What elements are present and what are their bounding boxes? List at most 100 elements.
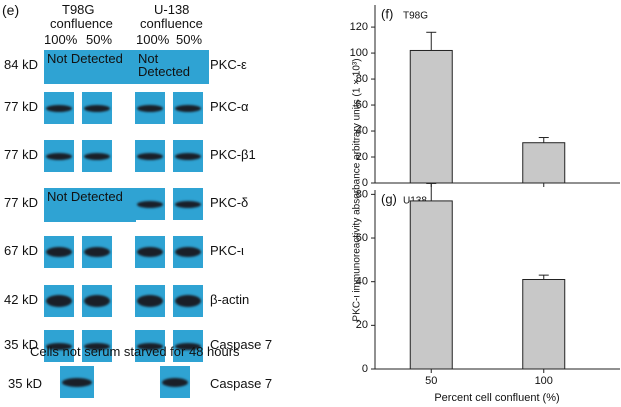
blot [60,366,94,398]
panel-label: (f) [381,6,393,21]
protein-label: Caspase 7 [210,376,273,391]
protein-label: PKC-δ [210,195,249,210]
blot [173,140,203,172]
y-tick-label: 20 [356,319,368,331]
band [137,152,163,160]
band [84,342,110,350]
size-label: 67 kD [4,243,38,258]
y-tick-label: 60 [356,232,368,244]
blot [135,140,165,172]
band [46,152,72,160]
bar [409,200,453,370]
blot [173,285,203,317]
blot-not-detected: Not Detected [44,50,136,84]
blot [135,188,165,220]
protein-label: PKC-α [210,99,249,114]
blot [135,330,165,362]
cell-line-sub: confluence [140,16,203,31]
bar [409,49,453,184]
y-tick-label: 100 [350,47,368,59]
blot [82,285,112,317]
band [46,342,72,350]
band [137,342,163,350]
blot [82,236,112,268]
protein-label: Caspase 7 [210,337,273,352]
band [175,342,201,350]
y-tick-label: 120 [350,21,368,33]
band [137,247,163,257]
size-label: 84 kD [4,57,38,72]
y-tick-label: 0 [362,177,368,189]
blot [44,236,74,268]
band [46,104,72,112]
size-label: 77 kD [4,147,38,162]
band [175,200,201,208]
note: Cells not serum starved for 48 hours [30,344,240,359]
blot [135,285,165,317]
condition: 50% [176,32,203,47]
blot-not-detected: Not Detected [44,188,136,222]
blot [44,140,74,172]
band [84,247,110,257]
band [175,104,201,112]
y-tick-label: 40 [356,125,368,137]
condition: 100% [136,32,170,47]
band [84,104,110,112]
blot [160,366,190,398]
blot [44,330,74,362]
size-label: 77 kD [4,195,38,210]
blot [44,92,74,124]
band [175,247,201,257]
blot [135,92,165,124]
protein-label: PKC-ι [210,243,244,258]
blot [173,188,203,220]
protein-label: PKC-β1 [210,147,256,162]
blot [173,236,203,268]
band [84,295,110,307]
cell-line: U-138 [154,2,190,17]
bar [522,279,566,370]
bar [522,142,566,184]
band [84,152,110,160]
x-tick-label: 50 [425,375,437,387]
y-tick-label: 20 [356,151,368,163]
y-axis-label: PKC-ι immunoreactivity absorbance arbitr… [352,58,363,321]
band [137,295,163,307]
protein-label: β-actin [210,292,250,307]
size-label: 42 kD [4,292,38,307]
condition: 100% [44,32,78,47]
x-tick-label: 100 [535,375,553,387]
blot [173,330,203,362]
blot [82,330,112,362]
cell-line: T98G [62,2,95,17]
y-tick-label: 80 [356,73,368,85]
band [175,295,201,307]
band [137,104,163,112]
size-label: 35 kD [4,337,38,352]
band [46,247,72,257]
panel-label: (e) [2,2,20,18]
size-label: 77 kD [4,99,38,114]
x-axis-label: Percent cell confluent (%) [434,392,559,404]
blot-not-detected: Not Detected [135,50,209,84]
y-tick-label: 0 [362,363,368,375]
chart-title: T98G [403,11,428,22]
y-tick-label: 60 [356,99,368,111]
band [137,200,163,208]
condition: 50% [86,32,113,47]
blot [82,92,112,124]
blot [82,140,112,172]
y-tick-label: 80 [356,188,368,200]
blot [135,236,165,268]
size-label: 35 kD [8,376,42,391]
y-tick-label: 40 [356,276,368,288]
blot [173,92,203,124]
protein-label: PKC-ε [210,57,247,72]
band [175,152,201,160]
panel-label: (g) [381,191,397,206]
band [46,295,72,307]
cell-line-sub: confluence [50,16,113,31]
blot [44,285,74,317]
